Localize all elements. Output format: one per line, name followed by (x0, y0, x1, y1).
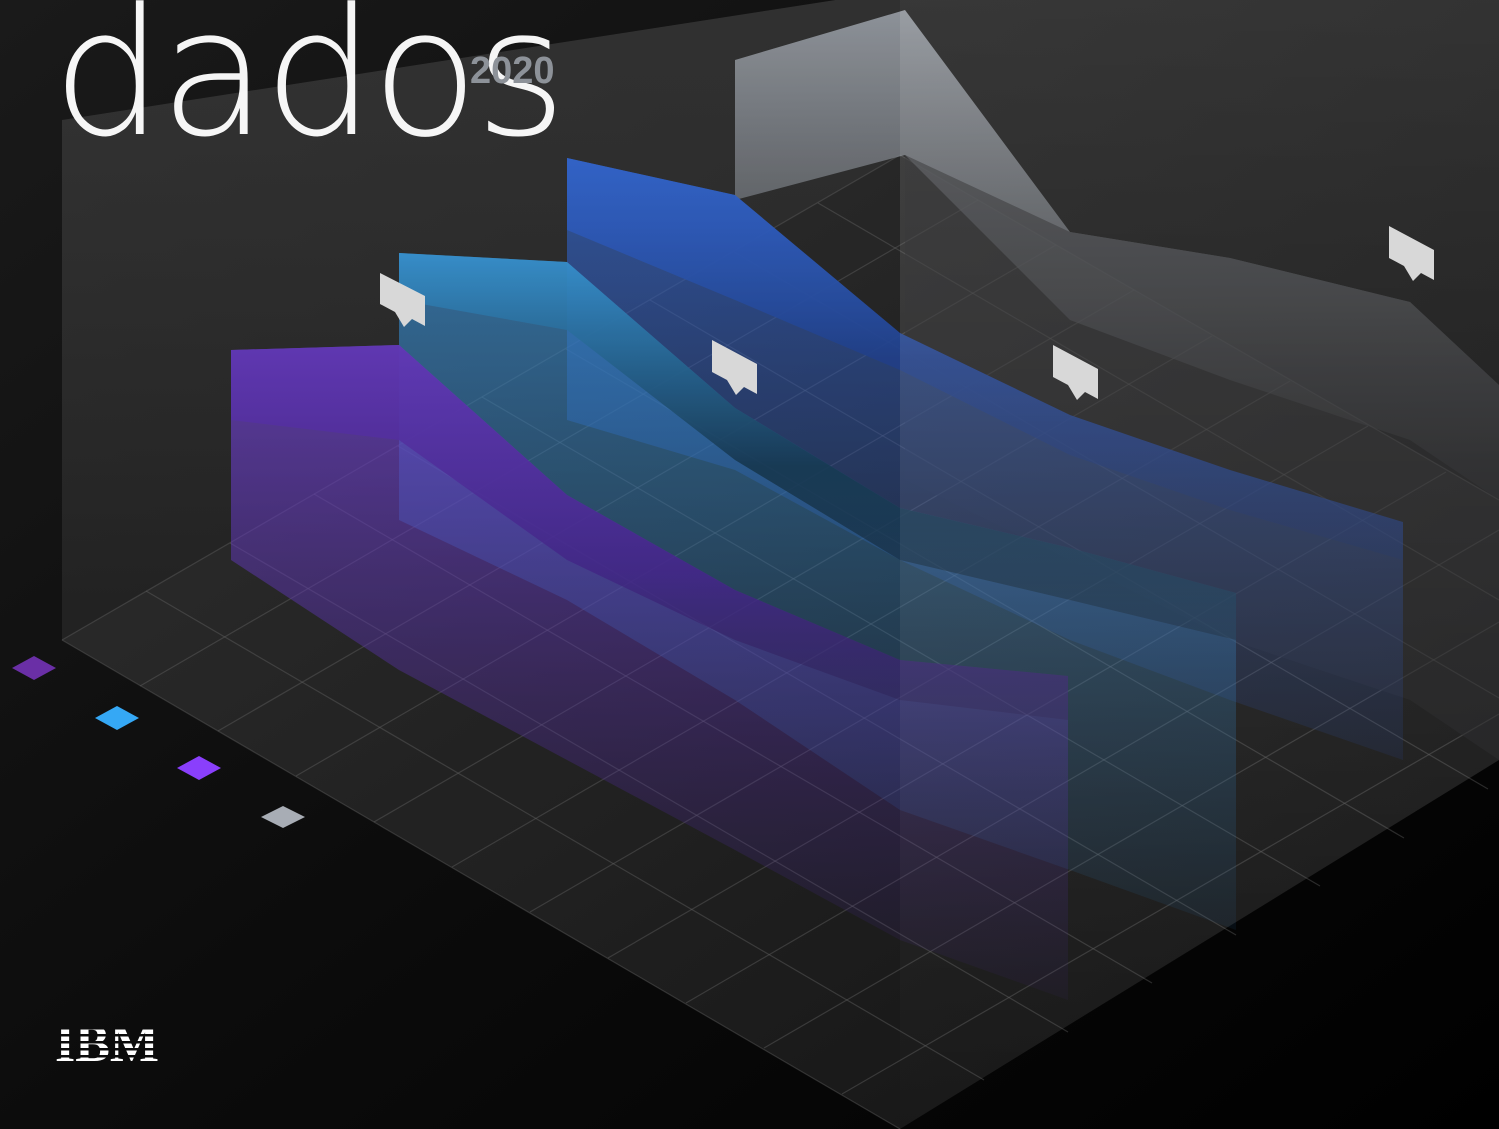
glass-wall-right (900, 0, 1499, 1129)
legend-swatch-cyan (95, 706, 139, 730)
comment-marker-icon (1053, 345, 1098, 400)
legend-swatch-violet (177, 756, 221, 780)
comment-marker-icon (380, 273, 425, 327)
cover-year: 2020 (470, 50, 555, 92)
legend-swatch-purple (12, 656, 56, 680)
ribbon-purple (231, 345, 1068, 1000)
legend (12, 656, 305, 828)
cover-title: dados (52, 0, 567, 176)
ibm-logo: IBM (55, 1016, 159, 1065)
comment-marker-icon (1389, 226, 1434, 281)
glass-wall-left (62, 0, 900, 1129)
comment-marker-icon (712, 340, 757, 395)
svg-text:IBM: IBM (55, 1016, 159, 1065)
legend-swatch-gray (261, 806, 305, 828)
